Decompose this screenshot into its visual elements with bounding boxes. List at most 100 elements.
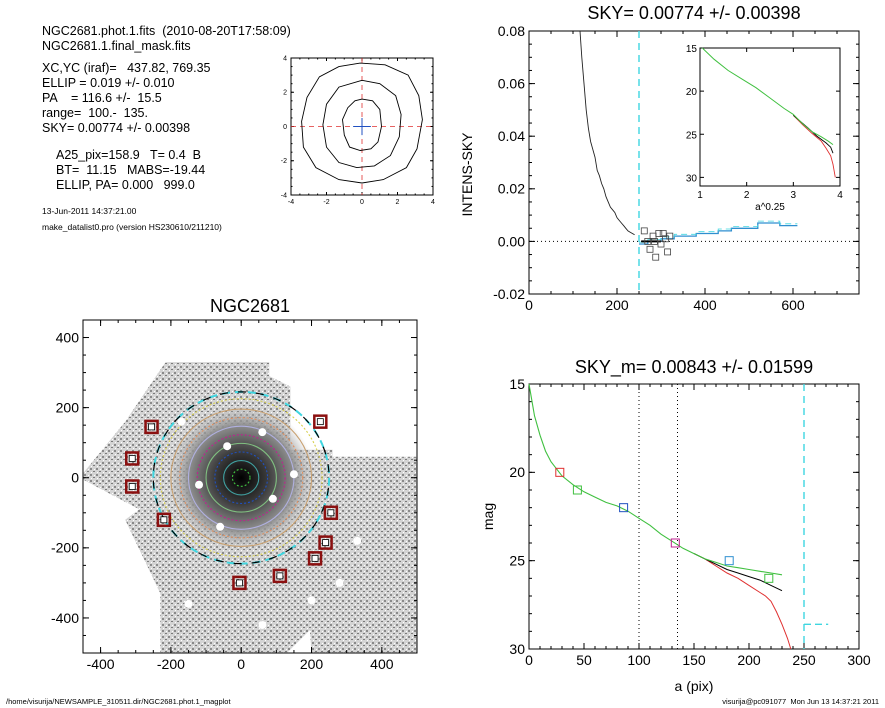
x-tick-label: 150 xyxy=(682,652,706,668)
inset-x-tick-label: 1 xyxy=(697,190,703,201)
y-tick-label: -200 xyxy=(51,540,79,556)
sky-square-marker xyxy=(652,253,660,261)
x-tick-label: 4 xyxy=(431,199,435,206)
inset-x-tick-label: 2 xyxy=(744,190,750,201)
y-tick-label: 0.08 xyxy=(498,23,525,39)
intensity-profile-line xyxy=(579,30,635,236)
header-pa: PA = 116.6 +/- 15.5 xyxy=(42,91,162,105)
x-tick-label: 0 xyxy=(525,652,533,668)
mag-square-marker xyxy=(724,556,734,566)
sky-square-marker xyxy=(666,232,674,240)
inset-y-tick-label: 30 xyxy=(686,173,698,184)
masked-star-core xyxy=(327,509,335,517)
inset-y-tick-label: 20 xyxy=(686,87,698,98)
mag-red-line xyxy=(693,553,792,650)
y-tick-label: 200 xyxy=(56,400,80,416)
x-tick-label: -4 xyxy=(288,199,294,206)
masked-hole xyxy=(353,536,362,545)
masked-star-box xyxy=(124,479,140,494)
masked-hole xyxy=(258,428,267,437)
x-tick-label: 300 xyxy=(847,652,871,668)
x-tick-label: 50 xyxy=(576,652,592,668)
isophote-ellipse xyxy=(179,417,304,539)
outer-ellipse-black xyxy=(152,391,330,565)
x-tick-label: -200 xyxy=(157,656,185,672)
sky-inset: 1 2 3 4 15 20 25 30 a^0.25 xyxy=(686,44,843,213)
header-bt: BT= 11.15 MABS=-19.44 xyxy=(56,163,206,177)
x-tick-label: 0 xyxy=(525,297,533,313)
masked-star-core xyxy=(128,483,136,490)
header-line2: NGC2681.1.final_mask.fits xyxy=(42,39,191,53)
x-tick-label: -2 xyxy=(323,199,329,206)
x-tick-label: 600 xyxy=(781,297,805,313)
masked-hole xyxy=(268,494,277,503)
masked-hole xyxy=(307,596,316,605)
x-tick-label: 200 xyxy=(605,297,629,313)
masked-star-box xyxy=(272,568,288,584)
image-content xyxy=(83,362,417,653)
mag-square-marker xyxy=(572,485,582,495)
x-tick-label: 250 xyxy=(792,652,816,668)
masked-star-box xyxy=(323,505,339,521)
masked-star-box xyxy=(313,414,328,429)
sky-panel-axes: 0 200 400 600 -0.02 0.00 0.02 0.04 0.06 0.08 SKY= … xyxy=(459,3,860,313)
masked-hole xyxy=(258,620,267,629)
contour-panel-axes: -4 -2 0 2 4 -4 -2 0 2 4 xyxy=(281,55,435,206)
mag-square-marker xyxy=(764,573,774,583)
masked-star-core xyxy=(322,539,329,546)
sky-square-marker xyxy=(646,245,654,253)
footer-path: /home/visurija/NEWSAMPLE_310511.dir/NGC2… xyxy=(6,697,231,706)
masked-star-core xyxy=(276,572,284,580)
isophote-ellipse xyxy=(205,442,277,513)
sky-square-marker xyxy=(644,237,652,245)
inset-red-line xyxy=(792,114,836,178)
image-panel-frame xyxy=(82,319,418,654)
inset-y-tick-label: 25 xyxy=(686,130,698,141)
inset-y-tick-label: 15 xyxy=(686,44,698,55)
inset-x-tick-label: 4 xyxy=(837,190,843,201)
x-tick-label: 100 xyxy=(627,652,651,668)
y-tick-label: 400 xyxy=(56,329,80,345)
y-tick-label: -4 xyxy=(281,192,287,199)
sky-square-marker xyxy=(664,248,671,256)
inset-frame xyxy=(699,47,841,187)
sky-square-marker xyxy=(655,230,663,237)
isophote-ellipse xyxy=(170,408,313,547)
y-tick-label: 0.06 xyxy=(498,76,525,92)
x-tick-label: 400 xyxy=(693,297,717,313)
x-tick-label: -400 xyxy=(87,656,115,672)
contour-2 xyxy=(342,98,382,151)
header-ellip-pa: ELLIP, PA= 0.000 999.0 xyxy=(56,178,195,192)
isophote-ellipse xyxy=(231,468,251,487)
masked-star-box xyxy=(307,551,323,566)
footer-user: visurija@pc091077 Mon Jun 13 14:37:21 20… xyxy=(722,697,879,706)
mag-panel-axes: 0 50 100 150 200 250 300 15 20 25 30 SKY_m= 0.00843… xyxy=(480,357,871,694)
masked-hole xyxy=(177,417,186,426)
inset-green-line xyxy=(701,47,834,146)
masked-star-box xyxy=(156,512,172,528)
mag-black-line xyxy=(693,553,783,592)
sky-steps-cyan xyxy=(639,220,798,243)
mag-square-marker xyxy=(670,538,680,548)
y-tick-label: 0.02 xyxy=(498,181,525,197)
image-title: NGC2681 xyxy=(210,296,290,316)
image-panel-axes: -400 -200 0 200 400 -400 -200 0 200 400 xyxy=(51,319,418,672)
masked-hole xyxy=(195,480,204,489)
header-a25: A25_pix=158.9 T= 0.4 B xyxy=(56,148,202,162)
masked-star-core xyxy=(148,423,155,431)
masked-star-core xyxy=(316,418,324,426)
header-range: range= 100.- 135. xyxy=(42,106,148,120)
x-tick-label: 0 xyxy=(237,656,245,672)
sky-ylabel: INTENS-SKY xyxy=(459,132,475,217)
masked-star-box xyxy=(124,451,140,466)
contour-1 xyxy=(322,79,402,169)
sky-square-marker xyxy=(651,237,658,245)
mag-green-line xyxy=(528,383,783,576)
header-ellip: ELLIP = 0.019 +/- 0.010 xyxy=(42,76,175,90)
x-tick-label: 200 xyxy=(300,656,324,672)
y-tick-label: -2 xyxy=(281,158,287,165)
x-tick-label: 0 xyxy=(360,199,364,206)
masked-star-box xyxy=(232,575,247,591)
y-tick-label: 15 xyxy=(509,376,525,392)
